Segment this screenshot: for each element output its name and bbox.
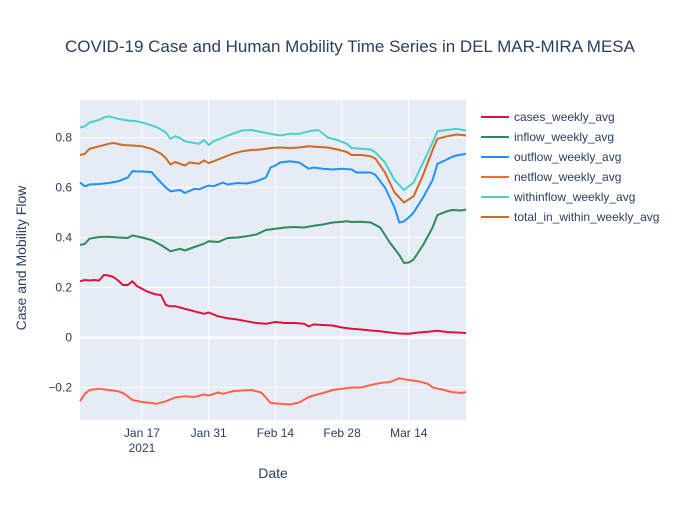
y-axis-title: Case and Mobility Flow bbox=[13, 185, 29, 331]
y-tick-label: 0 bbox=[65, 331, 72, 345]
series-line-netflow-weekly-avg[interactable] bbox=[79, 377, 467, 406]
x-tick-label: Feb 14 bbox=[257, 426, 295, 440]
series-line-inflow-weekly-avg[interactable] bbox=[79, 208, 467, 264]
legend-item-total-in-within-weekly-avg[interactable]: total_in_within_weekly_avg bbox=[481, 210, 659, 224]
y-tick-label: 0.6 bbox=[55, 181, 72, 195]
series-line-cases-weekly-avg[interactable] bbox=[79, 274, 467, 335]
legend-item-outflow-weekly-avg[interactable]: outflow_weekly_avg bbox=[481, 150, 621, 164]
legend-label: withinflow_weekly_avg bbox=[513, 190, 635, 204]
y-tick-label: 0.2 bbox=[55, 281, 72, 295]
x-axis-title: Date bbox=[258, 465, 288, 481]
legend-label: outflow_weekly_avg bbox=[514, 150, 621, 164]
series-lines bbox=[79, 115, 467, 406]
x-tick-label: Mar 14 bbox=[390, 426, 428, 440]
legend-item-netflow-weekly-avg[interactable]: netflow_weekly_avg bbox=[481, 170, 621, 184]
series-line-withinflow-weekly-avg[interactable] bbox=[79, 115, 467, 191]
legend-item-cases-weekly-avg[interactable]: cases_weekly_avg bbox=[481, 110, 615, 124]
x-tick-label: Feb 28 bbox=[323, 426, 361, 440]
legend-label: total_in_within_weekly_avg bbox=[514, 210, 659, 224]
series-line-total-in-within-weekly-avg[interactable] bbox=[79, 133, 467, 204]
chart-title: COVID-19 Case and Human Mobility Time Se… bbox=[65, 37, 636, 56]
y-tick-label: 0.8 bbox=[55, 131, 72, 145]
legend-item-inflow-weekly-avg[interactable]: inflow_weekly_avg bbox=[481, 130, 614, 144]
y-tick-label: 0.4 bbox=[55, 231, 72, 245]
series-line-outflow-weekly-avg[interactable] bbox=[79, 152, 467, 224]
x-tick-label: Jan 31 bbox=[191, 426, 227, 440]
x-tick-label: Jan 17 bbox=[124, 426, 160, 440]
legend-label: cases_weekly_avg bbox=[514, 110, 615, 124]
legend-label: netflow_weekly_avg bbox=[514, 170, 621, 184]
legend[interactable]: cases_weekly_avg inflow_weekly_avgoutflow… bbox=[481, 110, 659, 224]
x-tick-sublabel: 2021 bbox=[129, 441, 156, 455]
gridlines bbox=[80, 100, 466, 420]
y-tick-label: −0.2 bbox=[48, 381, 72, 395]
legend-item-withinflow-weekly-avg[interactable]: withinflow_weekly_avg bbox=[481, 190, 635, 204]
y-axis-ticks: −0.2 0 0.2 0.4 0.6 0.8 bbox=[48, 131, 72, 395]
legend-label: inflow_weekly_avg bbox=[514, 130, 614, 144]
